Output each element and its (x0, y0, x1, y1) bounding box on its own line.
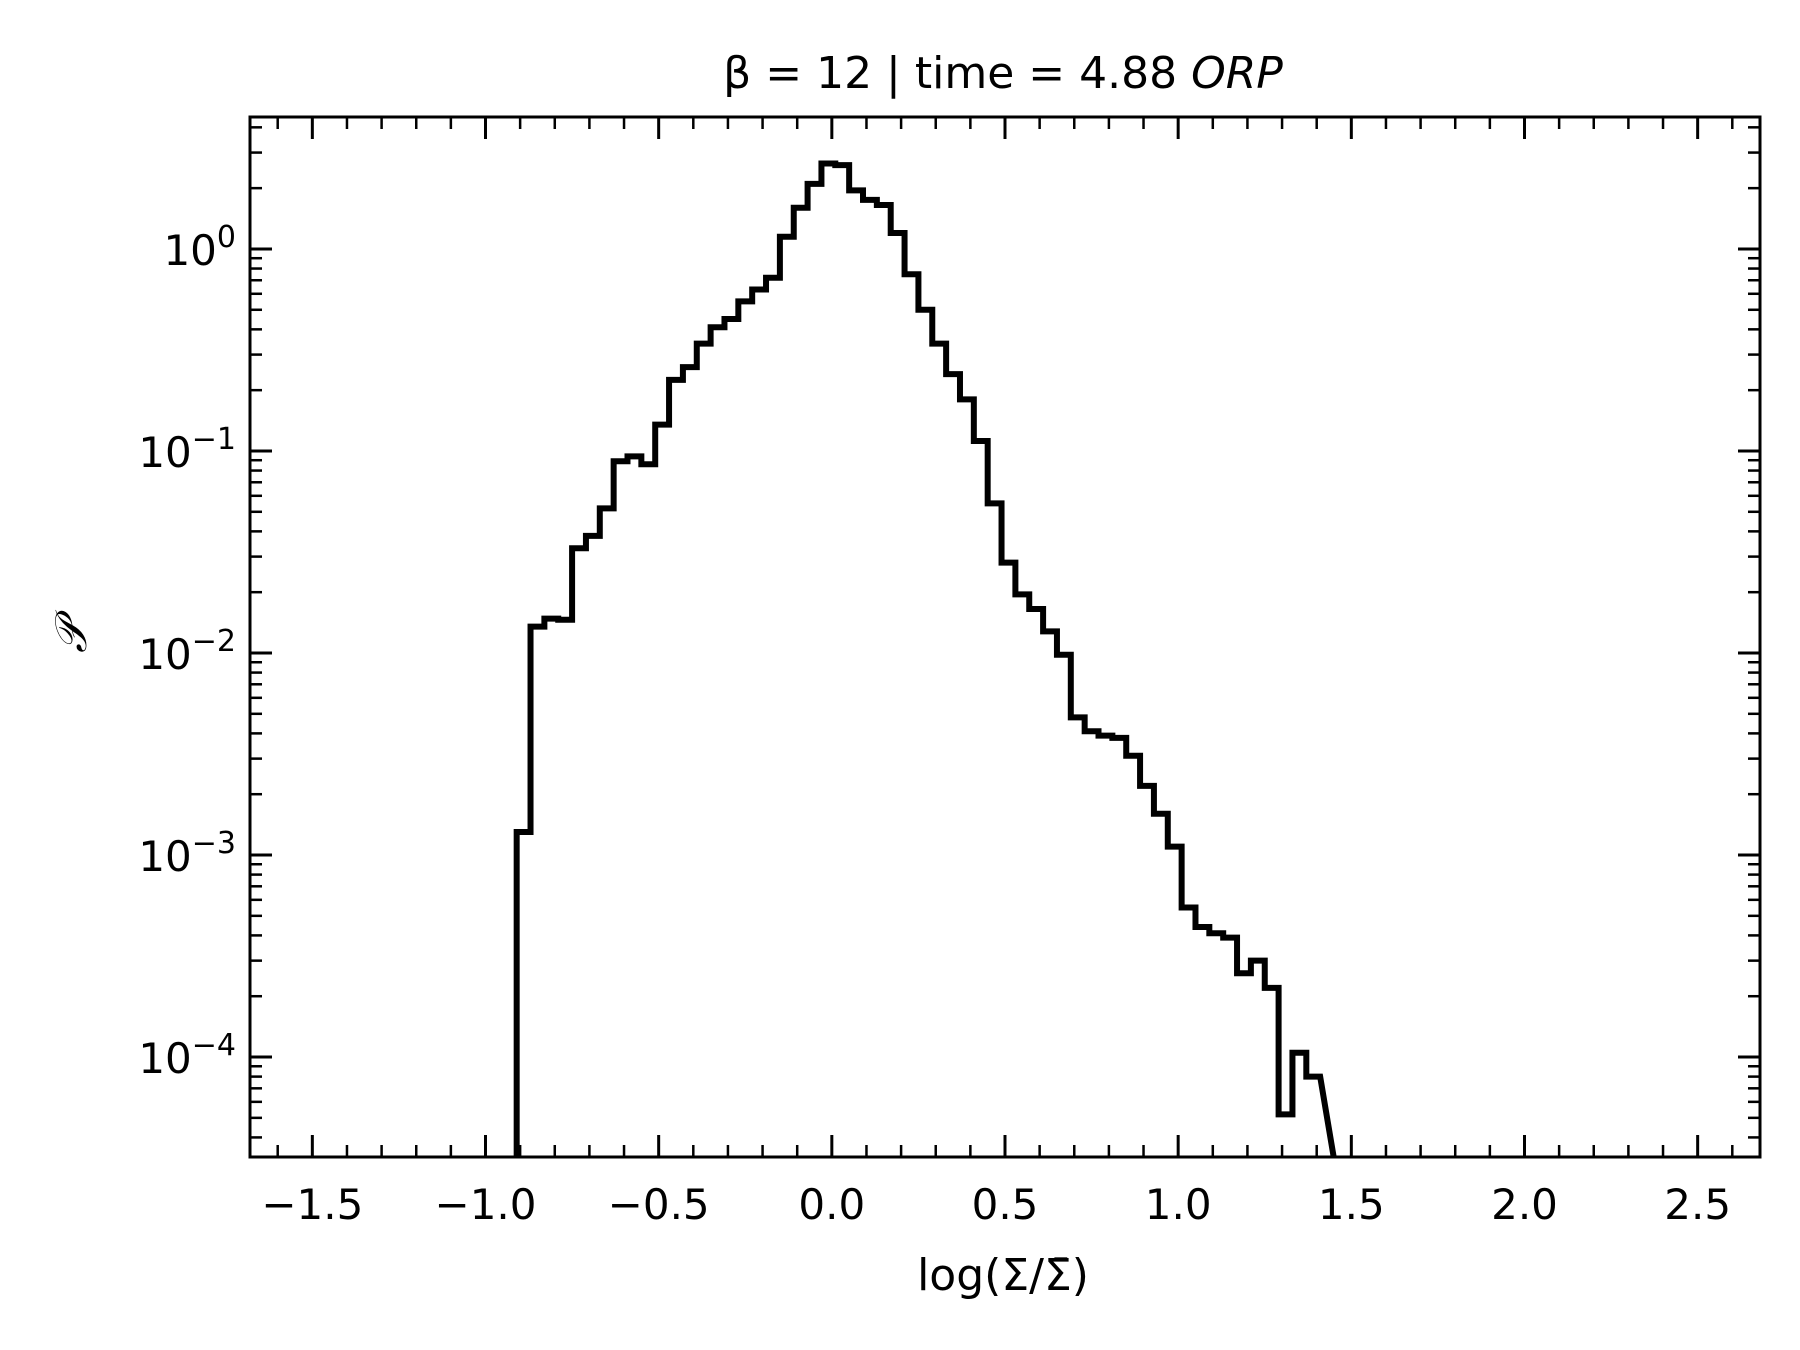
plot-area: −1.5 −1.0 −0.5 0.0 0.5 1.0 1.5 2.0 2.5 10−4 10−3 10… (138, 115, 1762, 1229)
y-tick-label: 10−1 (138, 422, 236, 477)
x-tick-label: 0.0 (798, 1180, 865, 1229)
y-tick-label: 10−2 (138, 624, 236, 679)
chart-title: β = 12 | time = 4.88 ORP (723, 48, 1283, 99)
chart-title-emphasis: ORP (1191, 48, 1283, 99)
x-tick-label: −1.5 (261, 1180, 363, 1229)
x-tick-label: 2.0 (1491, 1180, 1558, 1229)
x-axis-label: log(Σ/Σ̄) (917, 1250, 1089, 1301)
chart-title-prefix: β = 12 | time = 4.88 (723, 48, 1191, 99)
histogram-step-line (513, 160, 1337, 1157)
y-tick-label: 10−3 (138, 826, 236, 881)
y-tick-label: 10−4 (138, 1028, 236, 1083)
x-tick-label: 1.5 (1318, 1180, 1385, 1229)
x-tick-label: 2.5 (1664, 1180, 1731, 1229)
x-tick-label: 0.5 (972, 1180, 1039, 1229)
y-tick-label: 100 (163, 220, 236, 275)
x-tick-label: −0.5 (608, 1180, 710, 1229)
x-tick-label: 1.0 (1145, 1180, 1212, 1229)
x-tick-label: −1.0 (435, 1180, 537, 1229)
